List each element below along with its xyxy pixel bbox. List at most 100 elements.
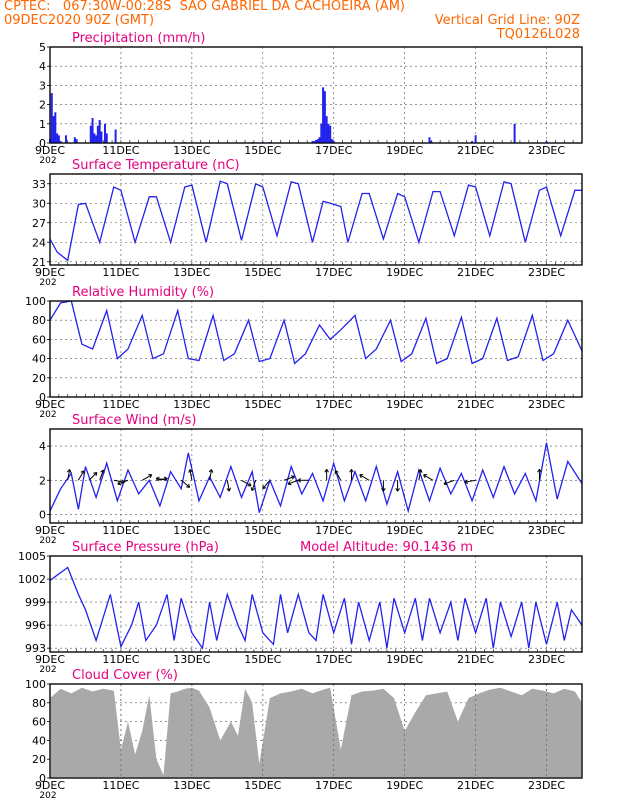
wind-arrowhead xyxy=(324,469,329,473)
series-line xyxy=(49,180,582,262)
precip-bar xyxy=(430,141,433,143)
wind-arrowhead xyxy=(247,482,252,487)
x-tick-label: 9DEC xyxy=(35,524,65,537)
y-tick-label: 33 xyxy=(32,178,46,191)
wind-arrowhead xyxy=(381,488,386,492)
wind-arrowhead xyxy=(423,474,428,479)
precip-bar xyxy=(329,125,332,143)
precip-bar xyxy=(318,137,321,143)
x-tick-label: 11DEC xyxy=(102,524,139,537)
y-tick-label: 1002 xyxy=(18,573,46,586)
wind-vector xyxy=(262,479,271,490)
precip-bar xyxy=(332,141,335,143)
wind-arrowhead xyxy=(395,488,400,492)
y-tick-label: 80 xyxy=(32,314,46,327)
precip-bar xyxy=(327,123,330,143)
x-tick-label: 13DEC xyxy=(173,266,210,279)
x-year-label: 202 xyxy=(39,791,56,800)
precip-bar xyxy=(322,87,325,143)
plot-frame-top xyxy=(49,300,583,398)
panel-annotation: Model Altitude: 90.1436 m xyxy=(300,540,473,555)
y-tick-label: 5 xyxy=(39,41,46,54)
wind-arrowhead xyxy=(80,470,85,475)
precip-bar xyxy=(471,141,474,143)
wind-vector xyxy=(156,477,168,481)
cloud-cover-area xyxy=(50,687,582,778)
plot-frame xyxy=(49,300,583,398)
precip-bar xyxy=(96,125,99,143)
x-tick-label: 15DEC xyxy=(244,779,281,792)
wind-arrowhead xyxy=(334,470,339,475)
x-tick-label: 17DEC xyxy=(315,266,352,279)
y-tick-label: 0 xyxy=(39,772,46,785)
x-tick-label: 15DEC xyxy=(244,144,281,157)
header-left-line1: CPTEC: 067:30W-00:28S SAO GABRIEL DA CAC… xyxy=(4,0,405,14)
x-tick-label: 11DEC xyxy=(102,398,139,411)
x-tick-label: 13DEC xyxy=(173,779,210,792)
x-tick-label: 19DEC xyxy=(386,398,423,411)
precip-bar xyxy=(95,135,98,143)
header-right-line2: Vertical Grid Line: 90Z xyxy=(434,13,580,28)
x-year-label: 202 xyxy=(39,536,56,546)
panel-title: Relative Humidity (%) xyxy=(72,285,214,300)
y-tick-label: 60 xyxy=(32,333,46,346)
wind-vector xyxy=(67,469,71,481)
wind-vector xyxy=(141,474,152,481)
plot-frame xyxy=(49,46,583,144)
x-tick-label: 17DEC xyxy=(315,524,352,537)
y-tick-label: 0 xyxy=(39,137,46,150)
plot-frame-top xyxy=(49,173,583,266)
x-tick-label: 19DEC xyxy=(386,266,423,279)
wind-vector xyxy=(241,479,252,487)
plot-frame xyxy=(49,428,583,524)
wind-arrowhead xyxy=(155,476,160,482)
y-tick-label: 40 xyxy=(32,734,46,747)
x-tick-label: 21DEC xyxy=(457,524,494,537)
x-tick-label: 23DEC xyxy=(528,524,565,537)
precip-bar xyxy=(93,133,96,143)
x-tick-label: 21DEC xyxy=(457,266,494,279)
wind-vector xyxy=(283,476,295,481)
panel-1: 0 1 2 3 4 5 9DEC 11DEC 13DEC 15DEC 17DEC 19DEC 21DEC… xyxy=(35,31,583,166)
wind-arrowhead xyxy=(100,469,105,474)
precip-bar xyxy=(513,123,516,143)
x-tick-label: 13DEC xyxy=(173,653,210,666)
wind-arrowhead xyxy=(418,469,423,473)
y-tick-label: 20 xyxy=(32,753,46,766)
wind-vector xyxy=(180,479,190,488)
precip-bar xyxy=(57,135,60,143)
precip-bar xyxy=(50,93,53,143)
y-tick-label: 0 xyxy=(39,508,46,521)
wind-vector xyxy=(189,469,193,481)
y-tick-label: 3 xyxy=(39,79,46,92)
precip-bar xyxy=(73,137,76,143)
x-tick-label: 21DEC xyxy=(457,144,494,157)
x-tick-label: 9DEC xyxy=(35,266,65,279)
precip-bar xyxy=(330,139,333,143)
x-tick-label: 11DEC xyxy=(102,779,139,792)
x-tick-label: 15DEC xyxy=(244,653,281,666)
precip-bar xyxy=(114,129,117,143)
panel-5: 993 996 999 1002 1005 9DEC 11DEC 13DEC 15DEC 17DE… xyxy=(18,540,583,675)
wind-arrowhead xyxy=(359,474,364,479)
panel-title: Precipitation (mm/h) xyxy=(72,31,205,46)
wind-arrowhead xyxy=(226,487,232,492)
y-tick-label: 1 xyxy=(39,118,46,131)
x-tick-label: 19DEC xyxy=(386,524,423,537)
wind-vector xyxy=(117,479,129,485)
y-tick-label: 996 xyxy=(25,619,46,632)
wind-arrowhead xyxy=(290,475,295,480)
x-tick-label: 11DEC xyxy=(102,144,139,157)
panel-2: 21 24 27 30 33 9DEC 11DEC 13DEC 15DEC 17DEC 19DEC 2… xyxy=(32,158,583,288)
precip-bar xyxy=(54,112,57,143)
wind-arrowhead xyxy=(93,472,98,477)
wind-vector xyxy=(359,474,370,481)
precip-bar xyxy=(103,123,106,143)
precip-bar xyxy=(311,141,314,143)
wind-vector xyxy=(423,474,434,481)
x-tick-label: 15DEC xyxy=(244,524,281,537)
y-tick-label: 24 xyxy=(32,236,46,249)
y-tick-label: 100 xyxy=(25,295,46,308)
x-tick-label: 23DEC xyxy=(528,144,565,157)
